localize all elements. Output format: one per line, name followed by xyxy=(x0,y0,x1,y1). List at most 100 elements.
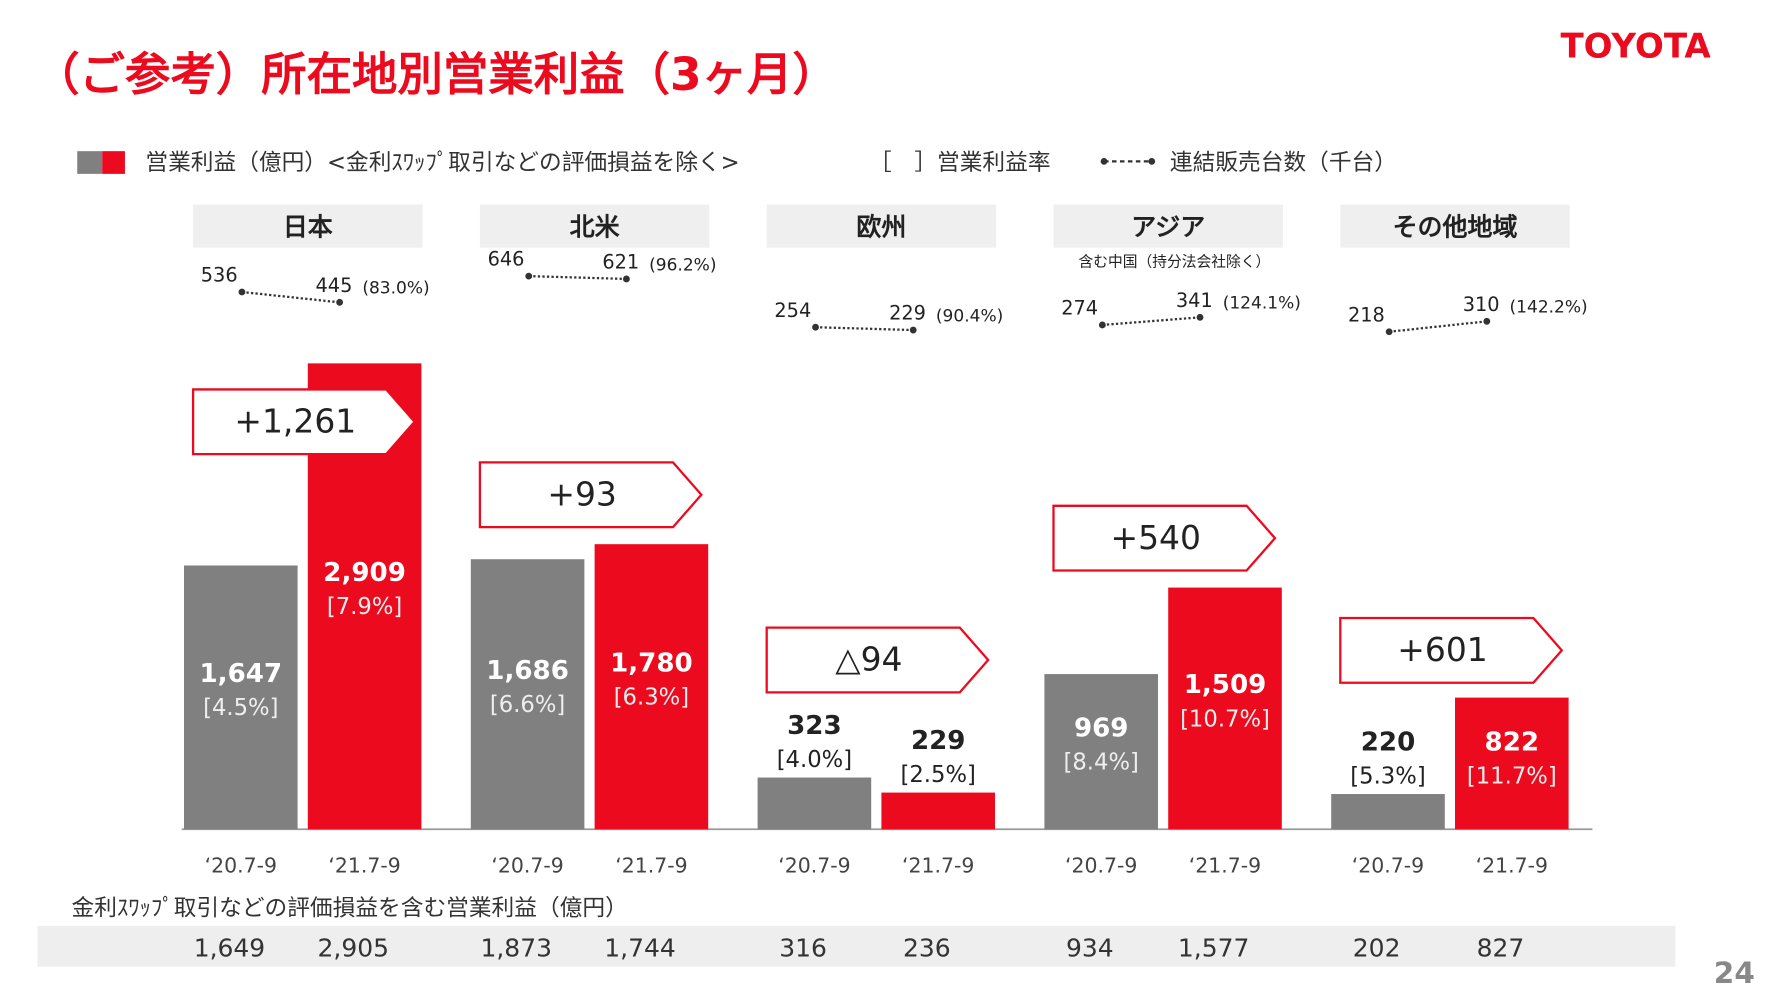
chart-title: （ご参考）所在地別営業利益（3ヶ月） xyxy=(34,48,838,101)
category-label: その他地域 xyxy=(1393,212,1518,241)
bar xyxy=(594,544,709,830)
margin-label: [6.3%] xyxy=(614,685,689,711)
legend-label: ［ ］営業利益率 xyxy=(869,150,1051,176)
unit-dot xyxy=(909,326,917,334)
category-header-bg xyxy=(1340,204,1570,248)
difference-label: +93 xyxy=(547,474,616,513)
bar xyxy=(1331,794,1445,830)
unit-label: 254 xyxy=(774,299,811,322)
bar xyxy=(1044,674,1158,830)
difference-callout xyxy=(191,388,417,456)
value-label: 229 xyxy=(911,726,966,756)
value-label: 822 xyxy=(1485,728,1540,758)
unit-dot xyxy=(238,288,246,296)
table-band xyxy=(37,925,1676,967)
margin-label: [8.4%] xyxy=(1063,750,1138,776)
unit-label: 536 xyxy=(201,264,238,287)
unit-ratio: (142.2%) xyxy=(1510,298,1588,318)
unit-label: 310 xyxy=(1463,293,1500,316)
category-label: 欧州 xyxy=(856,212,906,241)
unit-ratio: (96.2%) xyxy=(649,255,716,275)
category-label: アジア xyxy=(1131,212,1205,241)
unit-label: 229 xyxy=(889,302,926,325)
bar xyxy=(470,559,585,830)
x-tick-label: ‘21.7-9 xyxy=(615,854,687,878)
unit-dot xyxy=(1196,313,1204,321)
legend-dot xyxy=(1100,157,1108,165)
margin-label: [4.0%] xyxy=(777,747,852,773)
x-tick-label: ‘21.7-9 xyxy=(902,854,974,878)
legend-swatch xyxy=(102,151,125,174)
category-header-bg xyxy=(479,204,710,248)
page-number: 24 xyxy=(1714,956,1755,990)
unit-label: 341 xyxy=(1176,289,1213,312)
difference-callout xyxy=(478,461,703,529)
x-tick-label: ‘20.7-9 xyxy=(1352,854,1424,878)
margin-label: [6.6%] xyxy=(490,692,565,718)
unit-dot xyxy=(1385,328,1393,336)
unit-ratio: (83.0%) xyxy=(362,279,429,299)
value-label: 2,909 xyxy=(323,558,406,588)
unit-dot xyxy=(812,323,819,331)
category-label: 日本 xyxy=(283,212,333,241)
brand-logo: TOYOTA xyxy=(1560,26,1711,66)
unit-ratio: (124.1%) xyxy=(1223,294,1301,314)
value-label: 220 xyxy=(1361,727,1416,757)
table-value: 202 xyxy=(1353,934,1401,963)
table-value: 827 xyxy=(1477,934,1525,963)
difference-label: △94 xyxy=(835,640,902,679)
margin-label: [7.9%] xyxy=(327,594,402,620)
unit-line xyxy=(815,326,914,332)
legend-label: 連結販売台数（千台） xyxy=(1170,150,1397,176)
difference-label: +540 xyxy=(1111,518,1201,557)
x-tick-label: ‘20.7-9 xyxy=(1065,854,1137,878)
value-label: 1,509 xyxy=(1184,670,1267,700)
x-tick-label: ‘21.7-9 xyxy=(1476,854,1548,878)
table-title: 金利ｽﾜｯﾌﾟ取引などの評価損益を含む営業利益（億円） xyxy=(72,895,628,921)
difference-callout xyxy=(765,626,990,694)
value-label: 969 xyxy=(1074,713,1129,743)
unit-dot xyxy=(623,275,630,283)
unit-dot xyxy=(1483,317,1491,325)
unit-label: 274 xyxy=(1061,297,1098,320)
legend-dot xyxy=(1148,157,1156,165)
margin-label: [5.3%] xyxy=(1350,763,1425,789)
margin-label: [11.7%] xyxy=(1467,764,1557,790)
category-header-bg xyxy=(1053,204,1283,248)
category-note: 含む中国（持分法会社除く） xyxy=(1078,253,1270,270)
difference-callout xyxy=(1052,504,1277,572)
bar xyxy=(881,792,995,830)
table-value: 236 xyxy=(903,934,951,963)
difference-label: +1,261 xyxy=(234,401,356,440)
table-value: 934 xyxy=(1066,934,1114,963)
unit-dot xyxy=(336,298,344,306)
unit-dot xyxy=(1098,321,1106,329)
unit-line xyxy=(1389,320,1487,333)
unit-label: 445 xyxy=(316,274,353,297)
x-tick-label: ‘20.7-9 xyxy=(778,854,850,878)
value-label: 323 xyxy=(787,711,842,741)
x-tick-label: ‘21.7-9 xyxy=(328,854,400,878)
category-header-bg xyxy=(193,204,423,248)
unit-line xyxy=(241,290,340,304)
margin-label: [10.7%] xyxy=(1180,706,1270,732)
value-label: 1,780 xyxy=(610,649,693,679)
unit-line xyxy=(1102,316,1201,327)
legend-swatch xyxy=(77,151,103,174)
table-value: 1,649 xyxy=(194,934,265,963)
bar xyxy=(1168,587,1282,830)
table-value: 316 xyxy=(779,934,827,963)
unit-label: 218 xyxy=(1348,303,1385,326)
bar xyxy=(1455,697,1569,830)
unit-ratio: (90.4%) xyxy=(936,306,1003,326)
legend-label: 営業利益（億円）<金利ｽﾜｯﾌﾟ取引などの評価損益を除く> xyxy=(145,150,739,176)
unit-line xyxy=(528,274,627,281)
category-label: 北米 xyxy=(570,212,620,241)
difference-label: +601 xyxy=(1397,630,1487,669)
table-value: 1,577 xyxy=(1178,934,1249,963)
value-label: 1,686 xyxy=(486,656,569,686)
unit-label: 621 xyxy=(602,251,639,274)
category-header-bg xyxy=(766,204,997,248)
